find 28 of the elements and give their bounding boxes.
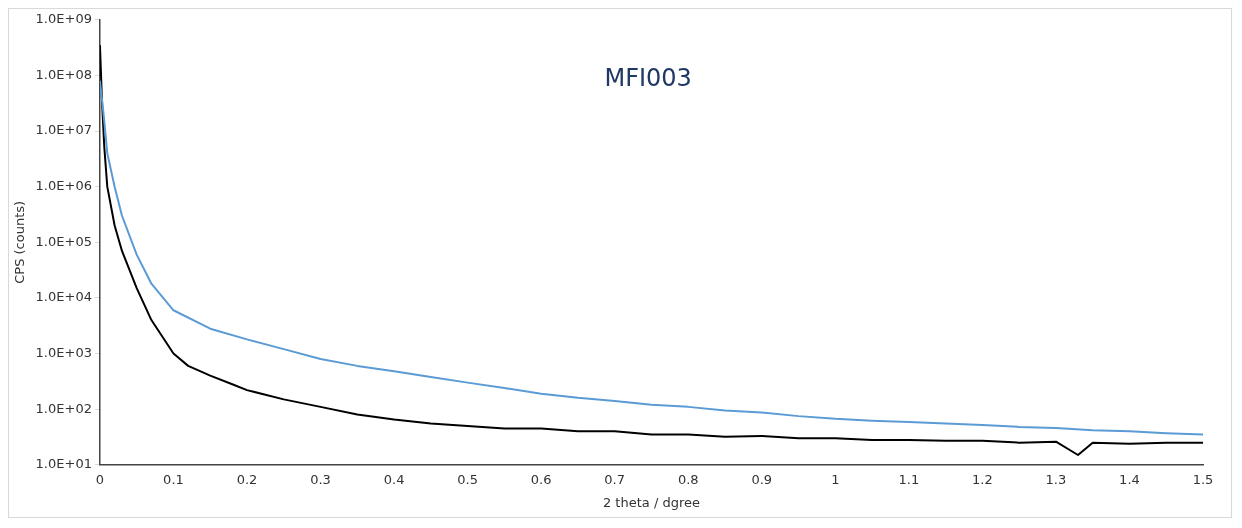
x-tick-label: 1.3	[1045, 471, 1067, 487]
x-tick-label: 0.3	[310, 471, 331, 487]
y-tick-label: 1.0E+03	[35, 344, 92, 360]
x-tick-label: 0.9	[751, 471, 773, 487]
y-tick-label: 1.0E+08	[35, 66, 92, 82]
x-tick-label: 1.5	[1192, 471, 1214, 487]
x-tick-label: 1.4	[1119, 471, 1140, 487]
x-tick-label: 0	[95, 471, 105, 487]
x-tick-label: 0.5	[457, 471, 478, 487]
y-tick-label: 1.0E+09	[35, 11, 92, 27]
y-tick-label: 1.0E+01	[35, 456, 92, 472]
y-tick-label: 1.0E+02	[35, 400, 92, 416]
x-tick-label: 0.2	[236, 471, 258, 487]
annotation: MFI003	[604, 64, 692, 93]
x-axis-title: 2 theta / dgree	[602, 494, 700, 510]
y-tick-label: 1.0E+06	[35, 178, 92, 194]
x-tick-label: 1.2	[972, 471, 993, 487]
x-tick-label: 1.1	[898, 471, 920, 487]
x-tick-label: 0.4	[383, 471, 405, 487]
y-axis-title: CPS (counts)	[12, 200, 28, 284]
x-tick-label: 0.6	[530, 471, 552, 487]
x-tick-label: 1	[831, 471, 840, 487]
y-tick-label: 1.0E+04	[35, 289, 92, 305]
x-tick-label: 0.1	[163, 471, 184, 487]
x-tick-label: 0.7	[604, 471, 626, 487]
y-tick-label: 1.0E+05	[35, 233, 92, 249]
y-tick-label: 1.0E+07	[35, 122, 92, 138]
x-tick-label: 0.8	[677, 471, 699, 487]
